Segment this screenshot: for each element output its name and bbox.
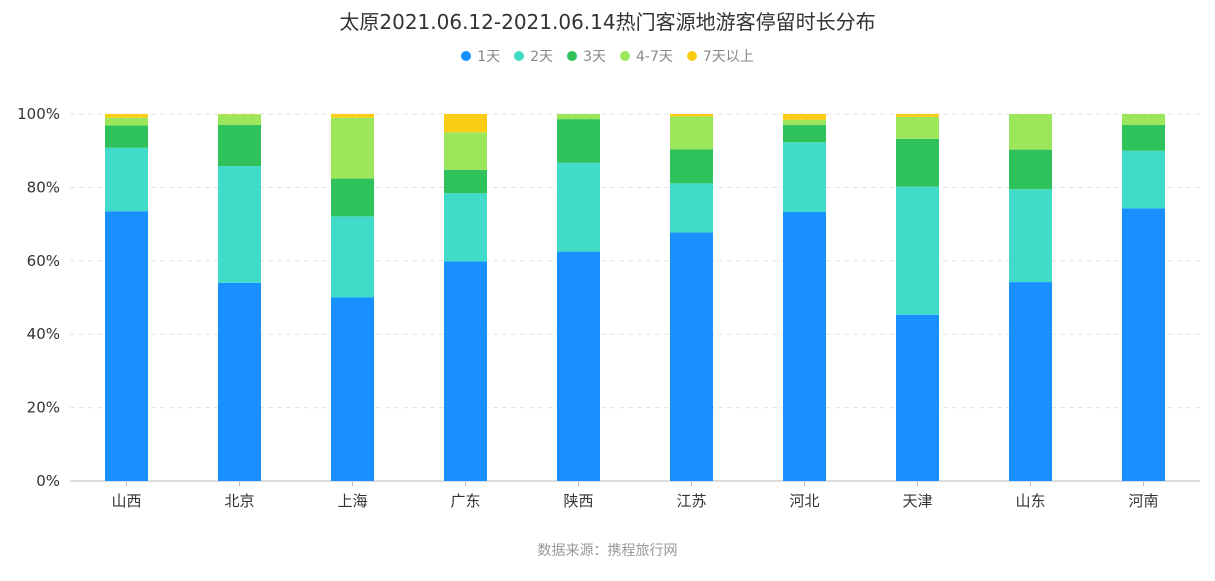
x-tick-label: 河北	[789, 492, 819, 510]
legend-item[interactable]: 7天以上	[686, 46, 754, 66]
x-tick-label: 广东	[450, 492, 480, 510]
bar-segment[interactable]	[331, 178, 374, 217]
bar-segment[interactable]	[105, 114, 148, 118]
x-tick-label: 山西	[111, 492, 141, 510]
bar-segment[interactable]	[105, 211, 148, 481]
bar-segment[interactable]	[670, 116, 713, 150]
y-tick-label: 60%	[27, 252, 60, 270]
legend-marker	[567, 51, 578, 61]
bar-segment[interactable]	[1009, 282, 1052, 481]
bar-segment[interactable]	[1122, 208, 1165, 481]
bar-segment[interactable]	[670, 114, 713, 117]
stacked-bar-chart: 0% 20% 40% 60% 80% 100% 山西 北京 上海 广东 陕西 江苏 河北 天津 山东 河南	[17, 105, 1200, 510]
bar-segment[interactable]	[896, 138, 939, 187]
legend-marker	[461, 51, 472, 61]
bar-segment[interactable]	[218, 125, 261, 167]
bar-segment[interactable]	[783, 211, 826, 481]
bar-segment[interactable]	[444, 114, 487, 133]
bar-segment[interactable]	[331, 117, 374, 179]
bar-segment[interactable]	[557, 114, 600, 120]
legend-label: 4-7天	[635, 49, 673, 65]
legend-label: 7天以上	[702, 49, 754, 65]
bar-segment[interactable]	[218, 282, 261, 481]
x-tick-label: 陕西	[563, 492, 593, 510]
bar-segment[interactable]	[444, 169, 487, 194]
bar-segment[interactable]	[218, 166, 261, 283]
x-tick-label: 山东	[1015, 492, 1045, 510]
bar-segment[interactable]	[331, 114, 374, 118]
bar-segment[interactable]	[670, 149, 713, 184]
legend-item[interactable]: 1天	[461, 46, 500, 66]
bar-segment[interactable]	[896, 186, 939, 315]
bar-segment[interactable]	[444, 261, 487, 481]
legend-label: 2天	[530, 49, 554, 65]
y-tick-label: 20%	[27, 399, 60, 417]
source-note: 数据来源：携程旅行网	[537, 543, 678, 559]
x-tick-label: 河南	[1128, 492, 1158, 510]
bar-segment[interactable]	[557, 251, 600, 481]
bar-segment[interactable]	[105, 147, 148, 212]
chart-title: 太原2021.06.12-2021.06.14热门客源地游客停留时长分布	[339, 10, 876, 34]
legend-item[interactable]: 4-7天	[619, 46, 673, 66]
bar-segment[interactable]	[783, 114, 826, 120]
bar-segment[interactable]	[783, 142, 826, 212]
legend-marker	[514, 51, 525, 61]
bar-segment[interactable]	[1009, 189, 1052, 283]
bar-segment[interactable]	[218, 114, 261, 126]
y-tick-label: 100%	[17, 105, 60, 123]
bar-segment[interactable]	[557, 162, 600, 252]
chart-legend: 1天 2天 3天 4-7天 7天以上	[0, 46, 1215, 66]
legend-item[interactable]: 2天	[514, 46, 553, 66]
bar-segment[interactable]	[331, 216, 374, 298]
bar-segment[interactable]	[105, 117, 148, 126]
legend-marker	[619, 51, 630, 61]
bar-segment[interactable]	[1122, 150, 1165, 209]
legend-label: 3天	[583, 49, 606, 65]
legend-marker	[686, 51, 697, 61]
bar-segment[interactable]	[1009, 149, 1052, 190]
x-tick-label: 天津	[902, 492, 932, 510]
bar-segment[interactable]	[557, 119, 600, 163]
bar-segment[interactable]	[1122, 125, 1165, 151]
bar-segment[interactable]	[783, 125, 826, 143]
bar-segment[interactable]	[444, 132, 487, 170]
x-tick-label: 江苏	[676, 492, 706, 510]
bar-segment[interactable]	[1009, 114, 1052, 150]
x-tick-label: 上海	[337, 492, 367, 510]
legend-label: 1天	[477, 49, 501, 65]
y-tick-label: 40%	[27, 325, 60, 343]
y-tick-label: 80%	[27, 178, 60, 196]
x-tick-label: 北京	[224, 492, 254, 510]
bar-segment[interactable]	[331, 297, 374, 482]
bar-segment[interactable]	[444, 193, 487, 262]
bar-segment[interactable]	[1122, 114, 1165, 126]
bar-segment[interactable]	[105, 125, 148, 148]
bar-segment[interactable]	[896, 114, 939, 117]
bar-segment[interactable]	[670, 183, 713, 233]
legend-item[interactable]: 3天	[567, 46, 606, 66]
bar-segment[interactable]	[783, 119, 826, 126]
bar-segment[interactable]	[670, 232, 713, 481]
y-tick-label: 0%	[36, 472, 60, 490]
bar-segment[interactable]	[896, 116, 939, 139]
bar-segment[interactable]	[896, 314, 939, 481]
